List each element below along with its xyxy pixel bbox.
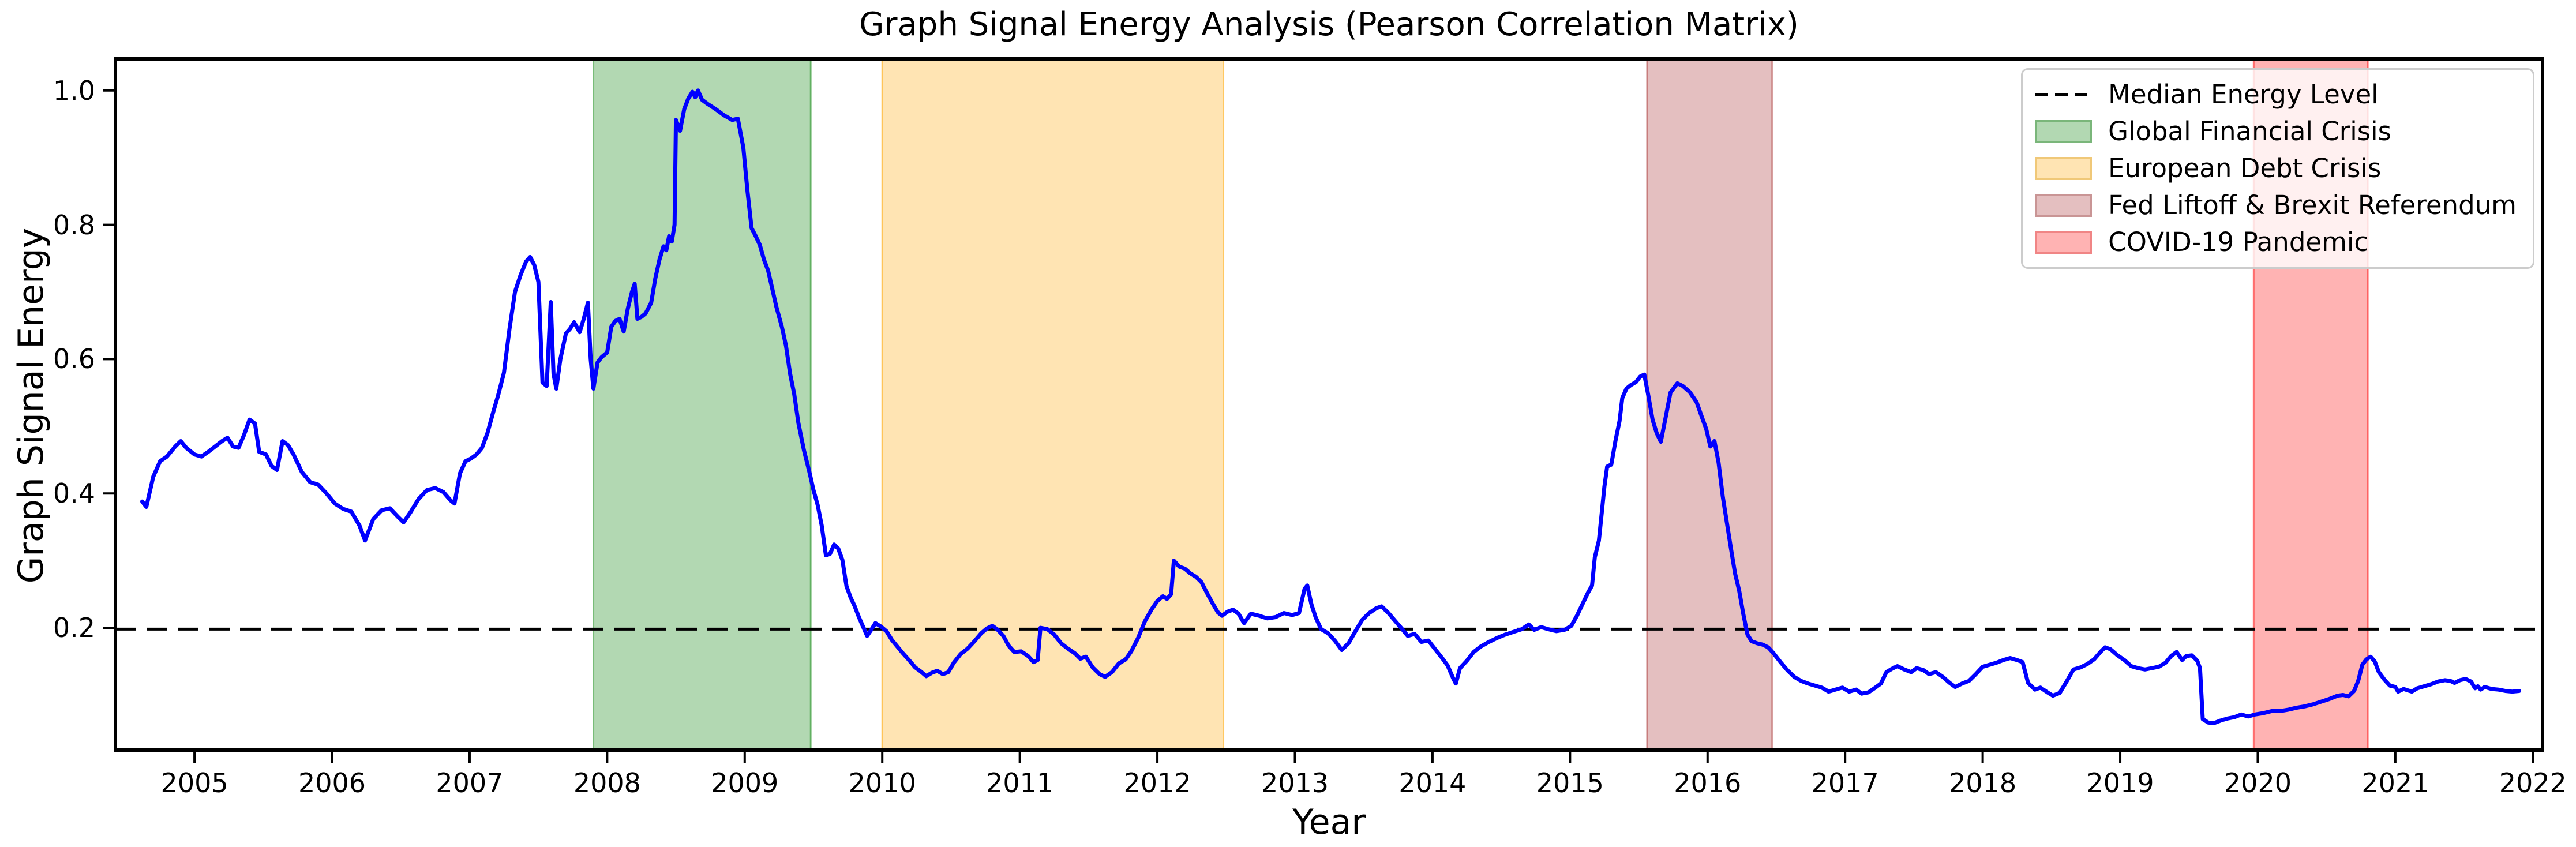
axes-spines bbox=[114, 57, 2544, 752]
x-tick-label-2016: 2016 bbox=[1674, 767, 1742, 799]
region-band-2 bbox=[881, 58, 1225, 751]
y-tick-label-0.2: 0.2 bbox=[53, 612, 95, 644]
legend-label: Median Energy Level bbox=[2108, 79, 2379, 110]
legend-patch-icon bbox=[2035, 231, 2093, 254]
x-tick-label-2007: 2007 bbox=[436, 767, 504, 799]
y-tick-label-0.6: 0.6 bbox=[53, 343, 95, 375]
x-tick-label-2020: 2020 bbox=[2223, 767, 2292, 799]
energy-series-line bbox=[140, 88, 2521, 725]
y-axis-label: Graph Signal Energy bbox=[11, 227, 51, 584]
legend-item-2: Global Financial Crisis bbox=[2035, 117, 2517, 146]
x-tick-label-2011: 2011 bbox=[986, 767, 1054, 799]
x-tick-label-2009: 2009 bbox=[711, 767, 779, 799]
x-tick-label-2012: 2012 bbox=[1123, 767, 1191, 799]
x-tick-label-2017: 2017 bbox=[1811, 767, 1879, 799]
legend-item-3: European Debt Crisis bbox=[2035, 154, 2517, 183]
legend-label: Fed Liftoff & Brexit Referendum bbox=[2108, 190, 2517, 220]
y-tick-label-0.4: 0.4 bbox=[53, 478, 95, 509]
legend-label: COVID-19 Pandemic bbox=[2108, 227, 2369, 257]
legend: Median Energy Level Global Financial Cris… bbox=[2021, 68, 2534, 269]
x-tick-label-2022: 2022 bbox=[2499, 767, 2567, 799]
x-tick-label-2021: 2021 bbox=[2361, 767, 2429, 799]
x-tick-label-2006: 2006 bbox=[298, 767, 366, 799]
legend-item-5: COVID-19 Pandemic bbox=[2035, 228, 2517, 257]
x-tick-label-2019: 2019 bbox=[2086, 767, 2154, 799]
x-axis-label: Year bbox=[1292, 802, 1366, 842]
y-tick-label-1.0: 1.0 bbox=[53, 74, 95, 106]
x-tick-label-2005: 2005 bbox=[160, 767, 228, 799]
legend-item-4: Fed Liftoff & Brexit Referendum bbox=[2035, 191, 2517, 220]
x-tick-label-2018: 2018 bbox=[1949, 767, 2017, 799]
region-band-1 bbox=[593, 58, 812, 751]
y-tick-label-0.8: 0.8 bbox=[53, 209, 95, 241]
x-tick-label-2010: 2010 bbox=[848, 767, 916, 799]
legend-patch-icon bbox=[2035, 120, 2093, 143]
x-tick-label-2008: 2008 bbox=[573, 767, 641, 799]
chart-title: Graph Signal Energy Analysis (Pearson Co… bbox=[859, 6, 1799, 43]
legend-item-1: Median Energy Level bbox=[2035, 80, 2517, 109]
x-tick-label-2015: 2015 bbox=[1536, 767, 1604, 799]
legend-label: Global Financial Crisis bbox=[2108, 116, 2392, 147]
region-band-3 bbox=[1646, 58, 1773, 751]
legend-label: European Debt Crisis bbox=[2108, 153, 2382, 183]
x-tick-label-2013: 2013 bbox=[1261, 767, 1329, 799]
median-dash-swatch-icon bbox=[2035, 93, 2093, 96]
x-tick-label-2014: 2014 bbox=[1398, 767, 1467, 799]
legend-patch-icon bbox=[2035, 194, 2093, 217]
legend-patch-icon bbox=[2035, 157, 2093, 180]
